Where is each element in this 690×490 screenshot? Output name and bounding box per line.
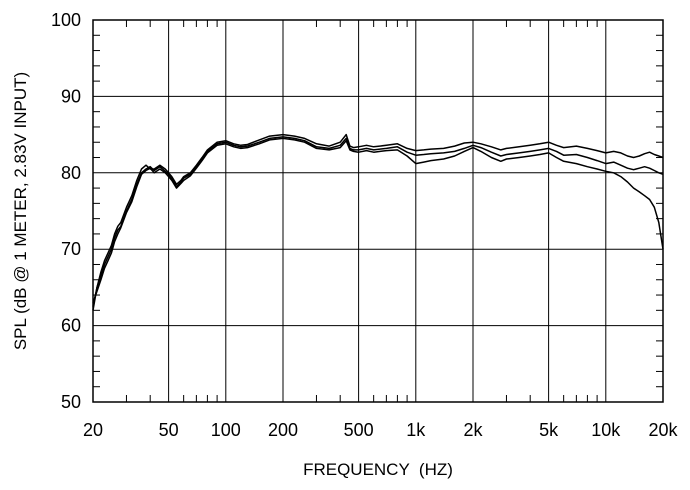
x-tick-label: 2k bbox=[463, 420, 483, 440]
x-tick-label: 10k bbox=[591, 420, 621, 440]
y-tick-label: 80 bbox=[61, 163, 81, 183]
y-tick-label: 50 bbox=[61, 392, 81, 412]
x-tick-label: 500 bbox=[344, 420, 374, 440]
series-line-1 bbox=[92, 133, 664, 311]
minor-ticks bbox=[93, 20, 663, 402]
x-tick-label: 1k bbox=[406, 420, 426, 440]
y-tick-label: 90 bbox=[61, 86, 81, 106]
series-line-3 bbox=[92, 137, 664, 303]
x-tick-label: 20 bbox=[83, 420, 103, 440]
y-axis-title: SPL (dB @ 1 METER, 2.83V INPUT) bbox=[11, 72, 30, 350]
x-tick-label: 100 bbox=[211, 420, 241, 440]
x-tick-label: 200 bbox=[268, 420, 298, 440]
plot-frame bbox=[92, 19, 664, 403]
x-tick-labels: 20 50 100 200 500 1k 2k 5k 10k 20k bbox=[83, 420, 679, 440]
x-tick-label: 50 bbox=[159, 420, 179, 440]
series-lines bbox=[92, 133, 664, 311]
x-tick-label: 20k bbox=[648, 420, 678, 440]
y-tick-label: 60 bbox=[61, 316, 81, 336]
x-axis-title: FREQUENCY (HZ) bbox=[303, 460, 453, 479]
y-tick-label: 70 bbox=[61, 239, 81, 259]
y-tick-label: 100 bbox=[51, 10, 81, 30]
series-line-2 bbox=[92, 136, 664, 307]
grid bbox=[92, 19, 664, 403]
y-tick-labels: 50 60 70 80 90 100 bbox=[51, 10, 81, 412]
x-tick-label: 5k bbox=[539, 420, 559, 440]
